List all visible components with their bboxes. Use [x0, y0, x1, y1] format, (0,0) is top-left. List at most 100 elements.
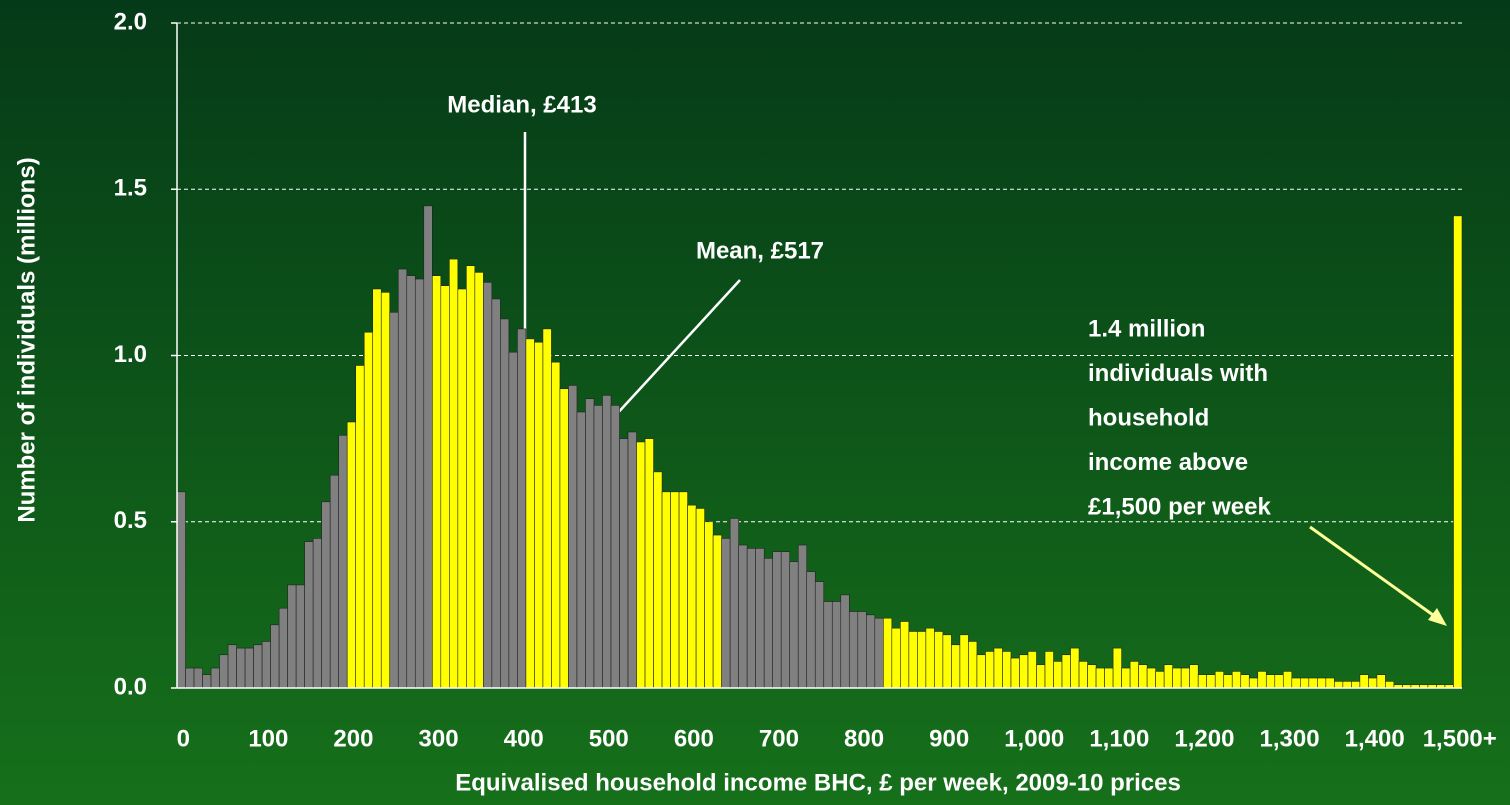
bar — [1104, 667, 1114, 689]
bar — [866, 614, 876, 689]
bar — [951, 644, 961, 689]
bar — [270, 624, 280, 689]
bar — [1248, 677, 1259, 689]
bar — [431, 275, 442, 689]
top-label: 1.4 million — [1088, 315, 1205, 342]
bar — [1282, 671, 1293, 689]
bar — [738, 544, 748, 689]
bar — [1019, 654, 1029, 689]
bar — [857, 611, 867, 689]
bar — [278, 607, 288, 689]
bar — [1044, 651, 1054, 689]
bar — [1197, 674, 1208, 689]
arrow-head — [1428, 608, 1447, 626]
bar — [508, 351, 518, 689]
y-tick-label: 1.0 — [114, 341, 147, 368]
bar — [321, 501, 331, 689]
bar — [1112, 647, 1122, 689]
bar — [925, 627, 935, 689]
top-label: household — [1088, 404, 1209, 431]
bar — [500, 318, 510, 689]
bar — [900, 621, 910, 689]
bar — [534, 341, 544, 689]
x-axis-title: Equivalised household income BHC, £ per … — [455, 769, 1181, 796]
bar — [185, 667, 195, 689]
x-tick-label: 0 — [177, 725, 190, 752]
bar — [891, 627, 901, 689]
mean-pointer — [614, 279, 741, 417]
bar — [338, 434, 348, 689]
bar — [1342, 681, 1352, 689]
x-tick-label: 1,000 — [1004, 725, 1064, 752]
bar — [1095, 667, 1105, 689]
y-axis-title: Number of individuals (millions) — [13, 157, 40, 522]
bar — [678, 491, 688, 689]
bar — [755, 548, 765, 689]
bar — [414, 278, 425, 689]
bar — [917, 631, 927, 689]
bar — [1351, 681, 1361, 689]
bar — [457, 288, 467, 689]
top-pointer — [1309, 525, 1441, 622]
bar — [525, 338, 535, 689]
x-tick-label: 1,100 — [1089, 725, 1149, 752]
bar — [1453, 215, 1463, 689]
bar — [363, 331, 374, 689]
bar — [1240, 674, 1250, 689]
bar — [593, 405, 603, 689]
x-tick-label: 1,500+ — [1423, 725, 1497, 752]
bar — [985, 651, 995, 689]
bar — [1163, 664, 1173, 689]
bar — [440, 285, 450, 689]
bar — [1027, 651, 1037, 689]
bar — [202, 674, 212, 689]
bar — [1002, 651, 1012, 689]
x-tick-label: 100 — [248, 725, 288, 752]
x-tick-label: 700 — [759, 725, 799, 752]
bar — [1274, 674, 1284, 689]
bar — [449, 258, 459, 689]
bar — [1368, 677, 1378, 689]
x-tick-label: 500 — [589, 725, 629, 752]
x-tick-label: 1,300 — [1260, 725, 1320, 752]
bar — [636, 441, 646, 689]
x-tick-label: 800 — [844, 725, 884, 752]
bar — [491, 298, 501, 689]
bar — [397, 268, 408, 689]
bar — [193, 667, 203, 689]
bar — [1334, 681, 1344, 689]
bar — [627, 431, 637, 689]
bar — [789, 561, 799, 689]
bar — [244, 647, 254, 689]
bar — [253, 644, 263, 689]
bar — [704, 521, 714, 689]
bar — [1231, 671, 1242, 689]
bar — [934, 631, 944, 689]
y-tick-label: 0.5 — [114, 507, 147, 534]
bar — [1189, 664, 1199, 689]
bar — [1061, 654, 1071, 689]
bar — [329, 474, 339, 689]
bar — [763, 558, 773, 689]
bar — [210, 667, 220, 689]
x-tick-label: 400 — [504, 725, 544, 752]
bar — [380, 292, 391, 689]
bar — [942, 634, 952, 689]
bar — [1206, 674, 1216, 689]
bar — [1257, 671, 1267, 689]
bar — [542, 328, 552, 689]
bar — [797, 544, 808, 689]
bar — [1172, 667, 1182, 689]
bar — [831, 601, 842, 689]
bar — [772, 551, 782, 689]
bar — [1265, 674, 1276, 689]
bar — [1223, 674, 1233, 689]
bar — [874, 617, 884, 689]
bar — [1376, 674, 1386, 689]
bar — [346, 421, 357, 689]
bar — [806, 571, 816, 689]
bar — [1129, 661, 1139, 689]
bar — [1010, 657, 1020, 689]
bar — [474, 272, 484, 689]
